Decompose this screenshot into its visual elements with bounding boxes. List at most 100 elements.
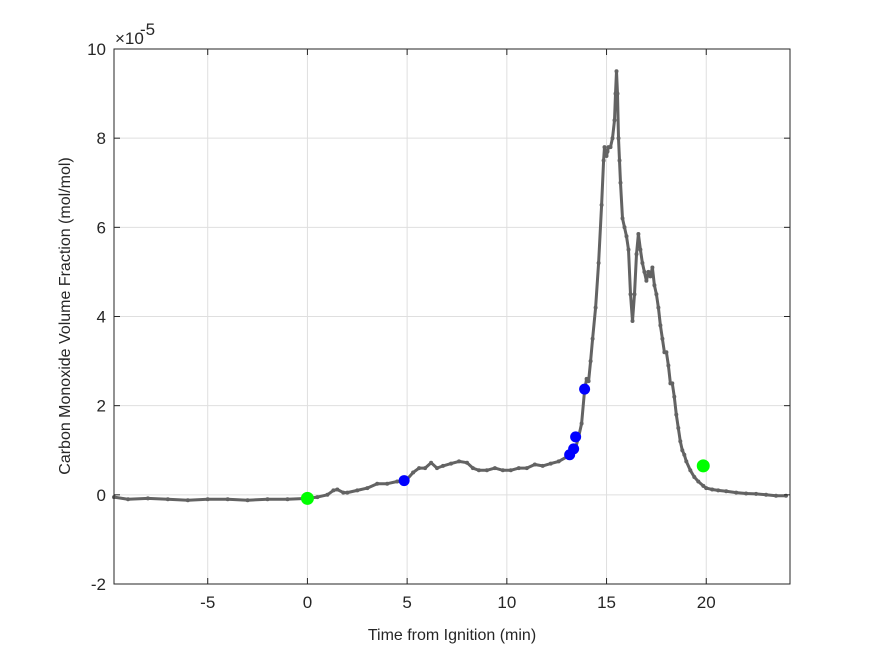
series-point xyxy=(465,460,469,465)
series-point xyxy=(375,481,380,486)
series-point xyxy=(608,145,613,150)
series-point xyxy=(642,269,647,274)
x-tick-label: 10 xyxy=(497,593,516,612)
series-point xyxy=(145,496,150,501)
series-point xyxy=(579,421,584,426)
series-point xyxy=(628,292,633,297)
series-point xyxy=(664,350,669,355)
series-point xyxy=(660,336,665,341)
y-tick-label: 0 xyxy=(97,486,106,505)
series-point xyxy=(315,495,320,500)
blue-marker xyxy=(579,383,591,395)
series-point xyxy=(435,466,439,471)
series-point xyxy=(654,292,659,297)
series-point xyxy=(165,497,170,502)
y-exponent-prefix: ×10 xyxy=(115,29,144,48)
series-point xyxy=(365,486,370,491)
series-point xyxy=(652,283,657,288)
series-point xyxy=(666,363,671,368)
series-point xyxy=(423,466,428,471)
series-point xyxy=(636,232,641,236)
series-point xyxy=(385,481,390,486)
series-point xyxy=(672,394,677,399)
series-point xyxy=(650,265,655,270)
series-point xyxy=(225,497,230,502)
series-point xyxy=(624,234,629,239)
series-point xyxy=(696,479,701,484)
series-point xyxy=(646,269,651,274)
series-point xyxy=(724,489,729,494)
x-tick-label: -5 xyxy=(200,593,215,612)
series-point xyxy=(684,459,689,464)
series-point xyxy=(701,483,706,488)
series-point xyxy=(630,319,635,323)
series-point xyxy=(605,149,610,154)
series-point xyxy=(674,412,679,417)
series-point xyxy=(593,305,598,310)
x-tick-label: 20 xyxy=(697,593,716,612)
axis-ticks xyxy=(114,48,790,585)
y-tick-label: 6 xyxy=(97,218,106,237)
series-point xyxy=(626,247,631,252)
series-point xyxy=(540,463,545,468)
series-point xyxy=(676,426,681,430)
series-point xyxy=(774,493,778,498)
series-point xyxy=(331,488,336,493)
y-axis-label: Carbon Monoxide Volume Fraction (mol/mol… xyxy=(57,157,74,474)
series-point xyxy=(754,491,759,496)
series-point xyxy=(604,154,609,158)
series-point xyxy=(441,463,445,468)
series-point xyxy=(704,486,709,491)
y-exponent: -5 xyxy=(140,20,155,39)
series-point xyxy=(586,379,591,384)
grid-lines xyxy=(114,48,790,585)
series-point xyxy=(670,381,675,386)
series-point xyxy=(185,498,190,503)
series-point xyxy=(616,136,621,141)
series-point xyxy=(395,479,400,484)
green-marker xyxy=(696,459,710,473)
series-point xyxy=(285,497,290,502)
y-tick-label: 10 xyxy=(87,40,106,59)
series-point xyxy=(524,466,529,471)
series-point xyxy=(599,203,604,207)
series-point xyxy=(602,145,607,150)
series-point xyxy=(658,323,663,328)
series-point xyxy=(614,69,619,74)
data-series xyxy=(112,69,788,503)
series-point xyxy=(601,158,606,163)
blue-marker xyxy=(568,443,580,455)
series-point xyxy=(548,461,553,466)
series-point xyxy=(457,459,461,464)
series-point xyxy=(508,468,513,473)
y-tick-label: 8 xyxy=(97,129,106,148)
series-point xyxy=(556,459,561,464)
series-point xyxy=(716,488,721,493)
x-axis-label: Time from Ignition (min) xyxy=(368,627,536,644)
series-point xyxy=(476,468,481,473)
x-tick-label: 15 xyxy=(597,593,616,612)
y-tick-label: -2 xyxy=(91,575,106,594)
series-point xyxy=(355,488,360,493)
y-tick-label: 2 xyxy=(97,397,106,416)
series-point xyxy=(692,475,697,479)
series-point xyxy=(632,292,637,297)
series-point xyxy=(618,180,623,185)
series-point xyxy=(688,468,693,473)
series-point xyxy=(622,225,627,230)
series-point xyxy=(744,491,749,496)
x-tick-label: 5 xyxy=(402,593,411,612)
series-point xyxy=(429,460,434,465)
series-point xyxy=(784,493,788,498)
series-point xyxy=(612,118,617,123)
series-point xyxy=(644,278,649,283)
series-point xyxy=(484,468,489,473)
blue-marker xyxy=(398,475,410,487)
series-point xyxy=(205,497,210,502)
series-point xyxy=(411,470,416,475)
series-point xyxy=(682,452,687,457)
series-point xyxy=(345,490,350,495)
x-tick-label: 0 xyxy=(303,593,312,612)
series-point xyxy=(245,498,250,503)
